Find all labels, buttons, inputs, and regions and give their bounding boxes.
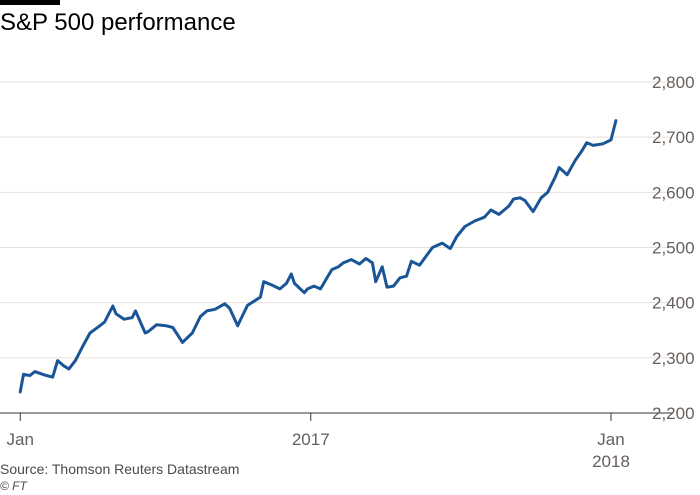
y-tick-label: 2,600 xyxy=(652,183,695,202)
x-tick-sublabel: 2018 xyxy=(592,452,630,471)
y-axis-labels: 2,200 2,300 2,400 2,500 2,600 2,700 2,800 xyxy=(652,73,695,423)
x-tick-label: Jan xyxy=(7,430,34,449)
source-note: Source: Thomson Reuters Datastream xyxy=(0,461,240,477)
y-tick-label: 2,800 xyxy=(652,73,695,92)
gridlines xyxy=(0,81,672,414)
y-tick-label: 2,200 xyxy=(652,404,695,423)
x-tick-label: Jan xyxy=(597,430,624,449)
y-tick-label: 2,700 xyxy=(652,128,695,147)
y-tick-label: 2,500 xyxy=(652,239,695,258)
x-axis: Jan 2017 Jan 2018 xyxy=(7,413,630,471)
y-tick-label: 2,300 xyxy=(652,349,695,368)
title-rule xyxy=(0,0,60,5)
x-tick-label: 2017 xyxy=(292,430,330,449)
series-layer xyxy=(18,119,618,394)
y-tick-label: 2,400 xyxy=(652,294,695,313)
sp500-series-line xyxy=(18,119,618,394)
ft-credit: © FT xyxy=(0,479,27,493)
chart-title: S&P 500 performance xyxy=(0,9,236,36)
